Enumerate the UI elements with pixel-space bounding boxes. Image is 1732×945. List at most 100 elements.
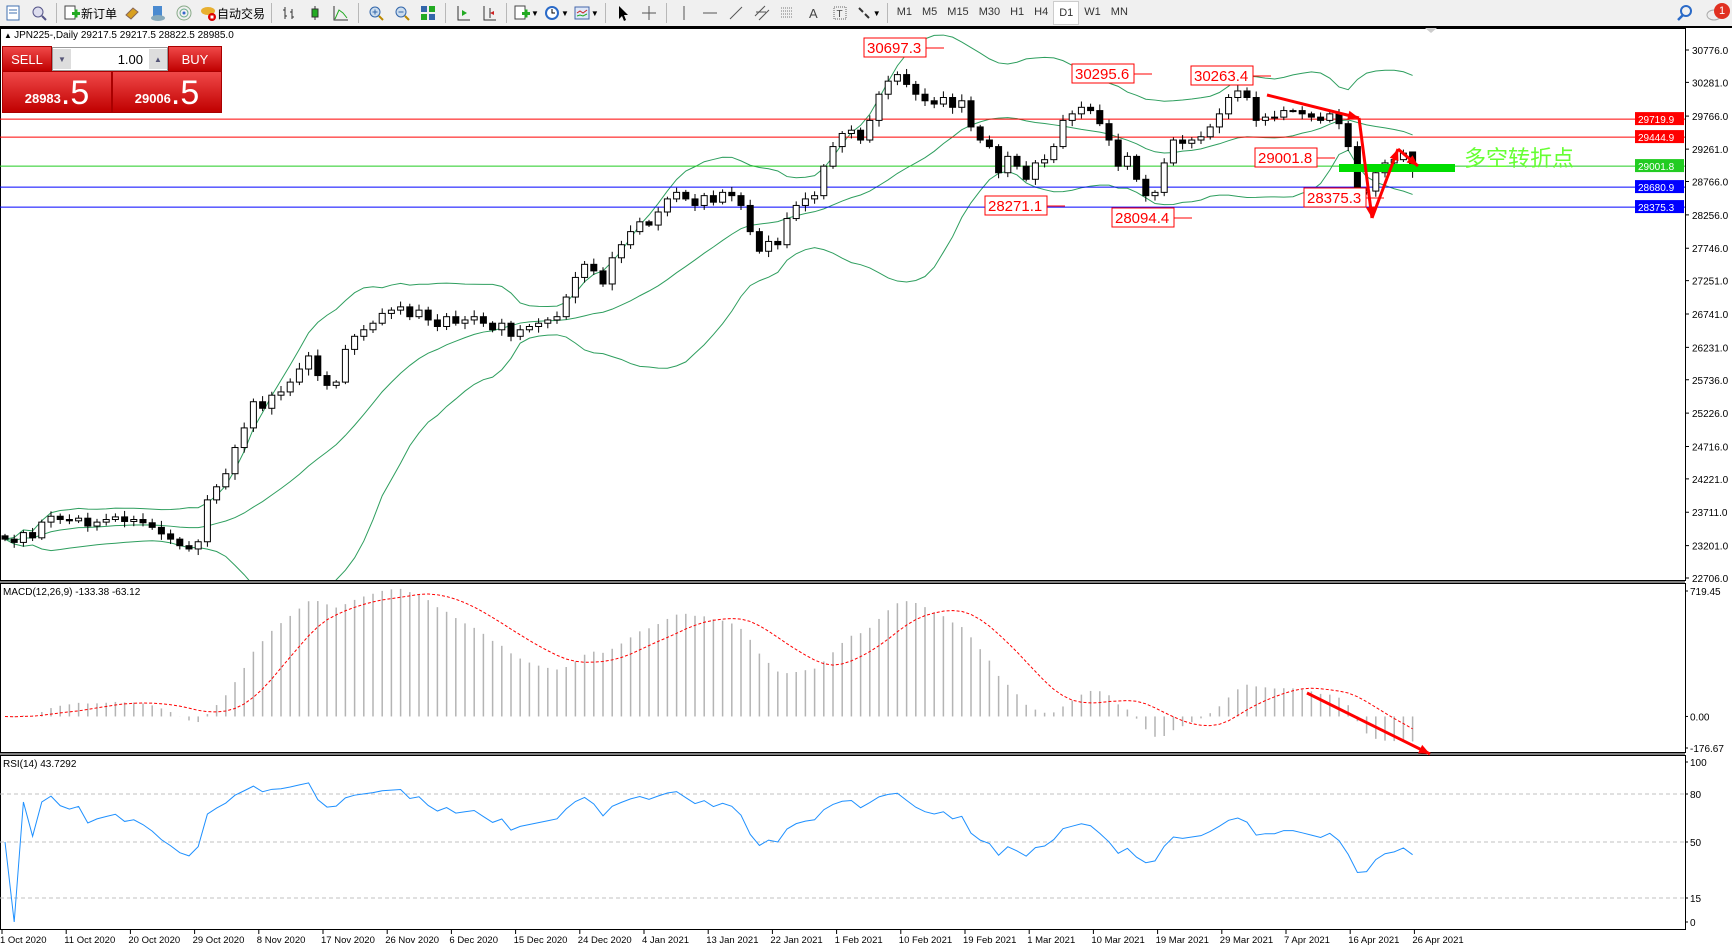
drop-arrow-head [1365, 206, 1376, 218]
timeframe-m15[interactable]: M15 [947, 6, 969, 18]
search-button[interactable] [1674, 2, 1696, 24]
date-label: 8 Nov 2020 [257, 935, 306, 945]
toolbar: 新订单 自动交易 ▼ ▼ ▼ A T ▼ M1 M5 M15 M30 H1 H4 D1 W1 M… [0, 0, 1732, 28]
bearish-candle [65, 519, 73, 522]
bullish-candle [811, 195, 819, 200]
bullish-candle [268, 394, 276, 409]
buy-button[interactable]: BUY [168, 46, 222, 72]
price-line-tag [1635, 159, 1684, 173]
auto-scroll-button[interactable] [452, 2, 474, 24]
bullish-candle [1050, 146, 1058, 161]
bullish-candle [498, 322, 506, 331]
rebound-arrow [1370, 148, 1400, 219]
lot-decrease-button[interactable]: ▼ [53, 49, 71, 69]
tile-windows-button[interactable] [417, 2, 439, 24]
bullish-candle [461, 319, 469, 324]
vertical-line-tool[interactable] [673, 2, 695, 24]
arrows-tool[interactable]: ▼ [855, 2, 881, 24]
template-icon [574, 6, 590, 20]
bullish-candle [203, 499, 211, 543]
timeframe-bar: M1 M5 M15 M30 H1 H4 D1 W1 MN [892, 1, 1133, 25]
timeframe-d1[interactable]: D1 [1053, 1, 1080, 25]
timeframe-h1[interactable]: H1 [1010, 6, 1025, 18]
date-label: 29 Mar 2021 [1220, 935, 1273, 945]
periods-button[interactable]: ▼ [543, 2, 569, 24]
date-label: 19 Mar 2021 [1156, 935, 1209, 945]
drop-arrow [1357, 117, 1374, 219]
data-window-button[interactable] [147, 2, 169, 24]
market-watch-button[interactable] [121, 2, 143, 24]
svg-text:A: A [809, 6, 818, 21]
candlestick-chart-button[interactable] [304, 2, 326, 24]
sell-button[interactable]: SELL [2, 46, 52, 72]
fibonacci-icon [780, 7, 793, 18]
line-chart-icon [333, 6, 349, 21]
bearish-candle [56, 515, 64, 521]
chart-shift-button[interactable] [478, 2, 500, 24]
tile-windows-icon [421, 6, 436, 20]
rsi-tick-label: 100 [1690, 758, 1707, 769]
timeframe-w1[interactable]: W1 [1084, 6, 1101, 18]
price-line-label: 29001.8 [1638, 162, 1675, 173]
price-tick-label: 24221.0 [1692, 475, 1729, 486]
lot-value[interactable]: 1.00 [117, 51, 143, 67]
zoom-in-button[interactable] [365, 2, 387, 24]
bearish-candle [1307, 113, 1315, 118]
bullish-candle [875, 93, 883, 121]
equidistant-channel-tool[interactable] [751, 2, 773, 24]
bearish-candle [645, 221, 653, 226]
line-chart-button[interactable] [330, 2, 352, 24]
crosshair-tool[interactable] [638, 2, 660, 24]
auto-trading-button[interactable]: 自动交易 [199, 2, 265, 24]
collapse-triangle-icon[interactable]: ▲ [4, 31, 15, 40]
sell-price[interactable]: 28983.5 [2, 71, 112, 113]
price-label: 30295.6 [1075, 66, 1129, 83]
lot-increase-button[interactable]: ▲ [149, 49, 167, 69]
bullish-candle [249, 401, 257, 429]
bullish-candle [1326, 113, 1334, 121]
price-line-label: 28680.9 [1638, 183, 1675, 194]
price-tick-label: 27251.0 [1692, 277, 1729, 288]
bar-chart-button[interactable] [278, 2, 300, 24]
indicators-button[interactable]: ▼ [513, 2, 539, 24]
cursor-tool[interactable] [612, 2, 634, 24]
text-tool[interactable]: A [803, 2, 825, 24]
price-tick-label: 30281.0 [1692, 78, 1729, 89]
bullish-candle [792, 204, 800, 220]
templates-button[interactable]: ▼ [573, 2, 599, 24]
bearish-candle [967, 100, 975, 128]
bullish-candle [1225, 97, 1233, 115]
horizontal-line-tool[interactable] [699, 2, 721, 24]
lot-size-input[interactable]: ▼ 1.00 ▲ [52, 47, 168, 71]
timeframe-m30[interactable]: M30 [978, 6, 1001, 18]
new-order-button[interactable]: 新订单 [63, 2, 117, 24]
bullish-candle [1004, 155, 1012, 174]
navigator-button[interactable] [28, 2, 50, 24]
bearish-candle [590, 263, 598, 272]
timeframe-h4[interactable]: H4 [1034, 6, 1049, 18]
date-label: 22 Jan 2021 [770, 935, 822, 945]
price-tick-label: 28766.0 [1692, 178, 1729, 189]
chart-canvas[interactable]: 30776.0 30281.0 29766.0 29261.0 28766.0 28256… [0, 28, 1732, 945]
pivot-bar [1339, 164, 1455, 172]
bullish-candle [369, 322, 377, 331]
price-tick-label: 29766.0 [1692, 112, 1729, 123]
bearish-candle [406, 306, 414, 318]
bearish-candle [424, 309, 432, 321]
text-label-tool[interactable]: T [829, 2, 851, 24]
buy-price[interactable]: 29006.5 [112, 71, 222, 113]
timeframe-m5[interactable]: M5 [922, 6, 938, 18]
trendline-tool[interactable] [725, 2, 747, 24]
zoom-out-button[interactable] [391, 2, 413, 24]
rsi-tick-label: 80 [1690, 790, 1702, 801]
date-label: 15 Dec 2020 [514, 935, 568, 945]
fibonacci-tool[interactable] [777, 2, 799, 24]
timeframe-mn[interactable]: MN [1110, 6, 1128, 18]
signals-button[interactable] [173, 2, 195, 24]
timeframe-m1[interactable]: M1 [896, 6, 912, 18]
trend-arrow-down-head [1347, 110, 1359, 120]
chart-window-button[interactable] [2, 2, 24, 24]
notifications-button[interactable]: 1 [1700, 2, 1730, 24]
bullish-candle [627, 231, 635, 246]
cursor-icon [618, 6, 628, 21]
